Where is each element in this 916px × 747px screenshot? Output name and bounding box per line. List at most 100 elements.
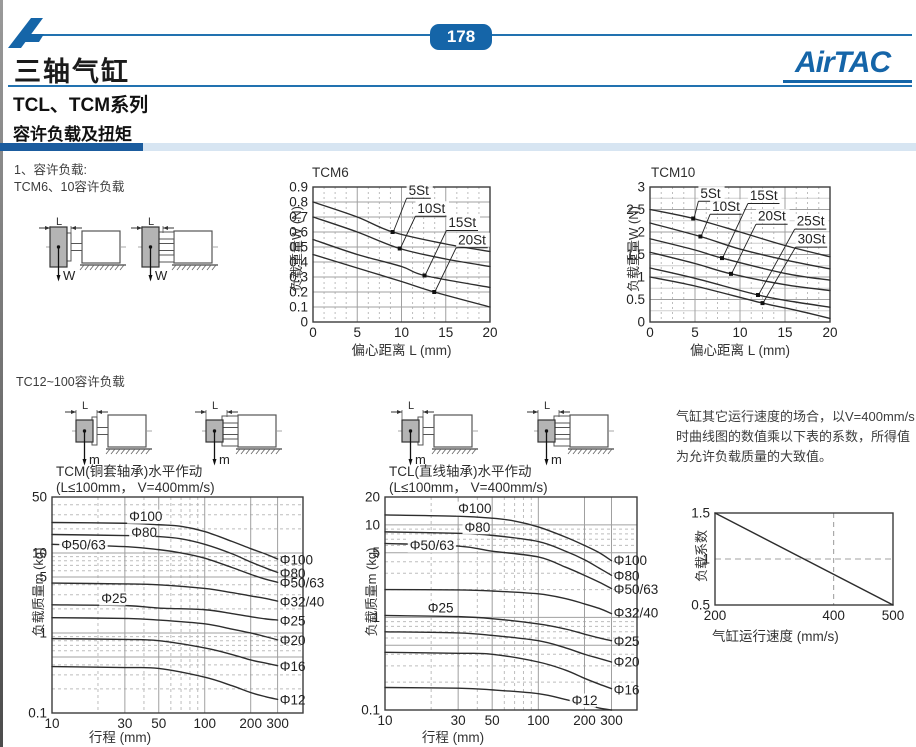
series-label: Φ100 <box>458 501 491 516</box>
tcl-chart-subtitle: (L≤100mm， V=400mm/s) <box>389 480 548 495</box>
curve-15St: 15St <box>649 188 831 281</box>
load-label: m <box>219 452 230 467</box>
guide-rod <box>157 231 175 240</box>
series-label-bg <box>129 525 156 540</box>
cylinder-body <box>237 414 277 448</box>
series-label: Φ80 <box>465 520 491 535</box>
series-label-bg <box>407 538 457 553</box>
series-end-label: Φ20 <box>614 655 640 670</box>
curve-30St: 30St <box>649 232 831 320</box>
series-label: Φ25 <box>428 600 454 615</box>
series-label-bg <box>794 214 829 229</box>
series-label: Φ50/63 <box>61 537 106 552</box>
curve-Φ12: Φ12 <box>51 665 306 708</box>
x-tick-label: 0 <box>309 325 317 340</box>
x-tick-label: 400 <box>822 608 845 623</box>
x-tick-label: 200 <box>239 716 262 731</box>
series-end-label: Φ50/63 <box>614 582 659 597</box>
load-arrow <box>212 459 217 466</box>
guide-rod <box>553 427 571 435</box>
series-end-label: Φ32/40 <box>280 594 325 609</box>
piston-rod <box>96 427 109 435</box>
x-tick-label: 20 <box>822 325 837 340</box>
tcm6-x-axis-label: 偏心距离 L (mm) <box>351 343 452 358</box>
curve-path <box>649 222 831 270</box>
y-tick-label: 0.1 <box>289 300 308 315</box>
chart-tcm: 10 30 50 100 200 3005010510.1Φ100Φ100Φ80Φ80Φ5… <box>28 490 324 732</box>
speed-note-line3: 为允许负载质量的大致值。 <box>676 449 833 464</box>
curve-Φ16: Φ16 <box>384 651 640 697</box>
series-label: 25St <box>797 214 825 229</box>
y-tick-label: 0.5 <box>626 292 645 307</box>
x-tick-label: 300 <box>266 716 289 731</box>
dim-label: L <box>212 400 218 412</box>
leader-dot <box>691 216 696 221</box>
page-number-badge: 178 <box>430 24 492 50</box>
y-tick-label: 1.5 <box>691 506 710 521</box>
coef-y-axis-label: 负载系数 <box>694 530 709 583</box>
y-tick-label: 0.9 <box>289 180 308 195</box>
scan-edge <box>0 0 3 747</box>
section-heading: 容许负载及扭矩 <box>13 125 132 144</box>
tcm-chart-subtitle: (L≤100mm， V=400mm/s) <box>56 480 215 495</box>
leader-dot <box>397 246 402 251</box>
series-label: Φ80 <box>131 525 157 540</box>
series-label: 20St <box>758 209 786 224</box>
series-label-bg <box>569 693 596 708</box>
curve-path <box>384 631 613 663</box>
tcm10-chart-title: TCM10 <box>651 165 696 180</box>
curve-coef-line <box>714 512 894 606</box>
x-tick-label: 50 <box>151 716 166 731</box>
series-label: 10St <box>417 201 445 216</box>
series-title: TCL、TCM系列 <box>13 95 149 116</box>
curve-Φ16: Φ16 <box>51 637 306 674</box>
y-tick-label: 0.2 <box>289 285 308 300</box>
curve-path <box>384 588 613 615</box>
load-arrow <box>82 459 87 466</box>
plot-frame-coef <box>714 512 894 606</box>
tcl-chart-title: TCL(直线轴承)水平作动 <box>389 464 532 479</box>
curve-Φ80: Φ80 Φ80 <box>384 520 639 584</box>
tcm10-x-axis-label: 偏心距离 L (mm) <box>690 343 790 358</box>
dim-label: L <box>56 216 62 228</box>
x-tick-label: 20 <box>482 325 497 340</box>
y-tick-label: 0 <box>637 315 645 330</box>
curve-Φ20: Φ20 <box>51 617 306 648</box>
y-tick-label: 0.1 <box>28 706 47 721</box>
curve-Φ80: Φ80 Φ80 <box>51 525 306 581</box>
curve-20St: 20St <box>649 209 831 292</box>
curve-path <box>384 542 613 590</box>
y-tick-label: 5 <box>39 570 47 585</box>
x-tick-label: 15 <box>777 325 792 340</box>
series-label-bg <box>756 209 790 224</box>
curve-path <box>384 686 613 711</box>
y-tick-label: 0.4 <box>289 255 308 270</box>
x-tick-label: 10 <box>44 716 59 731</box>
series-end-label: Φ80 <box>280 566 306 581</box>
curve-path <box>312 253 491 308</box>
y-tick-label: 1 <box>702 552 710 567</box>
series-label: 5St <box>700 186 721 201</box>
x-tick-label: 100 <box>193 716 216 731</box>
series-label: 10St <box>712 199 740 214</box>
series-label-bg <box>99 591 126 606</box>
tcm-chart-title: TCM(铜套轴承)水平作动 <box>56 464 203 479</box>
guide-rod <box>221 438 239 447</box>
series-end-label: Φ25 <box>614 634 640 649</box>
tcl-x-axis-label: 行程 (mm) <box>421 730 485 745</box>
tcm6-y-axis-label: 负载重量W (N) <box>289 206 304 292</box>
y-tick-label: 0.3 <box>289 270 308 285</box>
x-tick-label: 15 <box>438 325 453 340</box>
curve-path <box>51 665 279 701</box>
y-tick-label: 20 <box>365 490 380 505</box>
x-tick-label: 500 <box>882 608 905 623</box>
curve-Φ32/40: Φ32/40 <box>51 582 325 609</box>
y-tick-label: 0.8 <box>289 195 308 210</box>
dim-label: L <box>544 400 550 412</box>
chart-coef: 200 400 500 0.5 1 1.5 <box>691 506 904 624</box>
y-tick-label: 1 <box>372 610 380 625</box>
curve-25St: 25St <box>649 214 831 308</box>
series-end-label: Φ16 <box>614 682 640 697</box>
